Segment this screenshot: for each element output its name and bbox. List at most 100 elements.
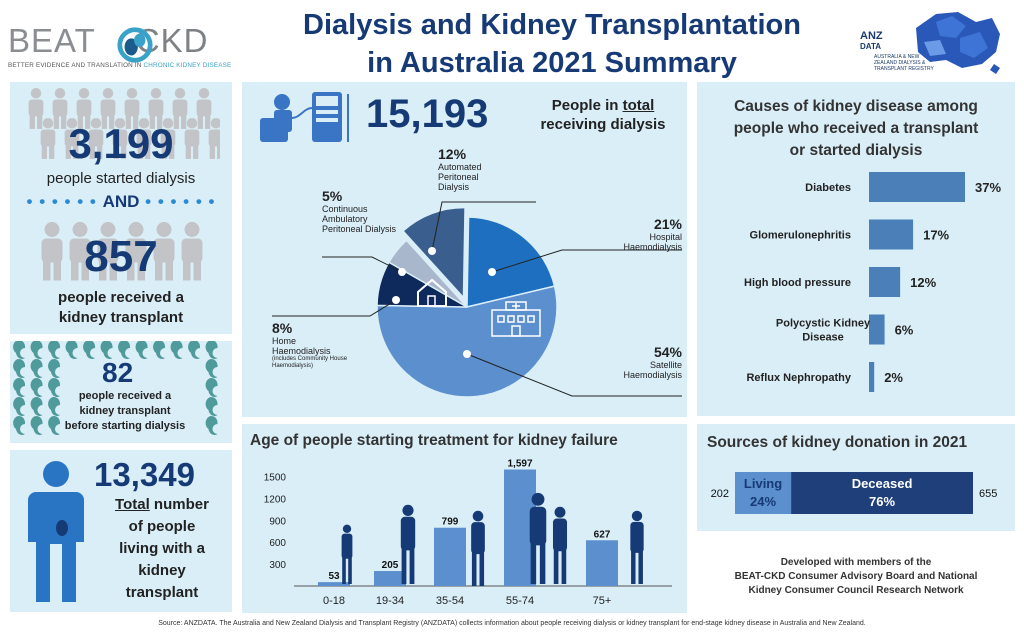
started-dialysis-number: 3,199	[68, 120, 174, 167]
causes-panel: Causes of kidney disease among people wh…	[697, 82, 1015, 416]
pie-slice-hospital-haemodialysis	[466, 216, 556, 308]
age-people-silhouettes	[341, 492, 644, 586]
age-bar	[374, 571, 406, 586]
age-y-tick: 1500	[264, 473, 287, 484]
donation-segment-label: Living	[744, 476, 782, 491]
dialysis-pie-chart	[272, 201, 682, 398]
causes-bar-chart: Diabetes 37% Glomerulonephritis 17% High blo…	[744, 172, 1001, 392]
age-category-label: 55-74	[506, 595, 534, 607]
brand-left-text: BEAT	[8, 22, 96, 59]
donation-segment-living	[735, 472, 792, 514]
dialysis-total-label: People in total receiving dialysis	[540, 97, 666, 133]
causes-title: Causes of kidney disease among people wh…	[733, 98, 979, 159]
pie-leader-line	[322, 256, 403, 273]
pie-marker-dot	[392, 296, 400, 304]
age-bar-chart: 300 600 900 1200 1500 53 0-18 205 19-34 799 35-54 1…	[264, 459, 672, 607]
beat-ckd-logo: BEAT CKD BETTER EVIDENCE AND TRANSLATION …	[8, 18, 258, 88]
donation-count-label: 655	[979, 488, 997, 500]
cause-bar	[869, 219, 914, 250]
donation-segment-deceased	[791, 472, 973, 514]
age-value-label: 205	[382, 560, 399, 571]
dialysis-machine-icon	[260, 92, 349, 142]
age-title: Age of people starting treatment for kid…	[250, 432, 618, 449]
cause-value-label: 37%	[975, 180, 1001, 195]
transplant-number: 857	[84, 232, 158, 281]
pie-label-capd: 5% Continuous Ambulatory Peritoneal Dial…	[322, 188, 397, 234]
pie-marker-dot	[488, 268, 496, 276]
transplant-label: people received a kidney transplant	[58, 289, 184, 326]
cause-category-label: Diabetes	[805, 182, 851, 194]
sources-title: Sources of kidney donation in 2021	[707, 434, 968, 451]
and-label: • • • • • • AND • • • • • •	[26, 192, 216, 211]
cause-bar	[869, 172, 965, 202]
pie-slice-continuous-ambulatory-peritoneal-dialysis	[387, 239, 468, 308]
pie-label-apd: 12% Automated Peritoneal Dialysis	[438, 146, 482, 192]
brand-tagline: BETTER EVIDENCE AND TRANSLATION IN CHRON…	[8, 62, 232, 69]
source-footnote: Source: ANZDATA. The Australia and New Z…	[158, 620, 866, 627]
anz-registry-text: AUSTRALIA & NEW ZEALAND DIALYSIS & TRANS…	[874, 54, 934, 72]
pie-leader-line	[272, 299, 397, 317]
hospital-icon	[491, 301, 541, 337]
pie-leader-line	[466, 353, 682, 397]
cause-bar	[869, 267, 901, 297]
living-label: Total number of people living with a kid…	[115, 496, 209, 601]
age-category-label: 19-34	[376, 595, 404, 607]
age-value-label: 53	[328, 571, 340, 582]
people-group-icon	[28, 88, 220, 159]
dialysis-panel: 15,193 People in total receiving dialysi…	[242, 82, 687, 417]
age-y-tick: 300	[269, 560, 286, 571]
page-title: Dialysis and Kidney Transplantation in A…	[262, 6, 842, 82]
pie-label-hospital: 21% Hospital Haemodialysis	[623, 216, 682, 252]
anzdata-logo: ANZ DATA AUSTRALIA & NEW ZEALAND DIALYSI…	[860, 8, 1010, 78]
donation-segment-pct: 24%	[750, 494, 776, 509]
people-row-icon	[41, 222, 203, 281]
living-transplant-panel: 13,349 Total number of people living wit…	[10, 450, 232, 612]
age-y-tick: 900	[269, 516, 286, 527]
data-text: DATA	[860, 42, 882, 51]
title-line-2: in Australia 2021 Summary	[367, 47, 737, 79]
sources-panel: Sources of kidney donation in 2021 Livin…	[697, 424, 1015, 531]
age-bar	[434, 527, 466, 586]
preemptive-transplant-panel: 82 people received a kidney transplant b…	[10, 341, 232, 443]
pie-marker-dot	[428, 247, 436, 255]
age-value-label: 799	[442, 517, 459, 528]
living-number: 13,349	[94, 456, 195, 493]
age-category-label: 0-18	[323, 595, 345, 607]
cause-category-label: High blood pressure	[744, 277, 851, 289]
pie-leader-line	[431, 201, 536, 252]
cause-category-label: Polycystic Kidney Disease	[776, 318, 871, 344]
pie-label-satellite: 54% Satellite Haemodialysis	[623, 344, 682, 380]
cause-value-label: 12%	[910, 275, 936, 290]
kidney-logo-icon	[117, 27, 153, 63]
cause-bar	[869, 362, 875, 392]
age-y-tick: 600	[269, 538, 286, 549]
started-dialysis-label: people started dialysis	[46, 170, 196, 187]
cause-category-label: Glomerulonephritis	[750, 230, 851, 242]
pie-leader-line	[491, 249, 682, 273]
pie-slice-satellite-haemodialysis	[376, 285, 558, 398]
donation-segment-label: Deceased	[852, 476, 913, 491]
title-line-1: Dialysis and Kidney Transplantation	[303, 9, 801, 41]
credit-text: Developed with members of the BEAT-CKD C…	[734, 557, 978, 596]
started-transplant-panel: 3,199 people started dialysis • • • • • …	[10, 82, 232, 334]
cause-value-label: 2%	[884, 370, 903, 385]
australia-map-icon	[916, 12, 1000, 74]
donation-count-label: 202	[711, 488, 729, 500]
dialysis-total-number: 15,193	[366, 92, 489, 136]
pie-marker-dot	[463, 350, 471, 358]
cause-category-label: Reflux Nephropathy	[746, 372, 851, 384]
sources-stacked-bar: Living 24% 202 Deceased 76% 655	[711, 472, 997, 514]
cause-value-label: 6%	[895, 323, 914, 338]
preemptive-number: 82	[102, 357, 134, 388]
age-panel: Age of people starting treatment for kid…	[242, 424, 687, 613]
anz-text: ANZ	[860, 30, 883, 42]
donation-segment-pct: 76%	[869, 494, 895, 509]
age-value-label: 627	[594, 529, 611, 540]
pie-label-home: 8% Home Haemodialysis (includes Communit…	[272, 320, 348, 369]
age-bar	[586, 540, 618, 586]
age-y-tick: 1200	[264, 494, 287, 505]
house-icon	[417, 278, 447, 307]
pie-marker-dot	[398, 268, 406, 276]
age-bar	[318, 582, 350, 586]
age-category-label: 35-54	[436, 595, 464, 607]
